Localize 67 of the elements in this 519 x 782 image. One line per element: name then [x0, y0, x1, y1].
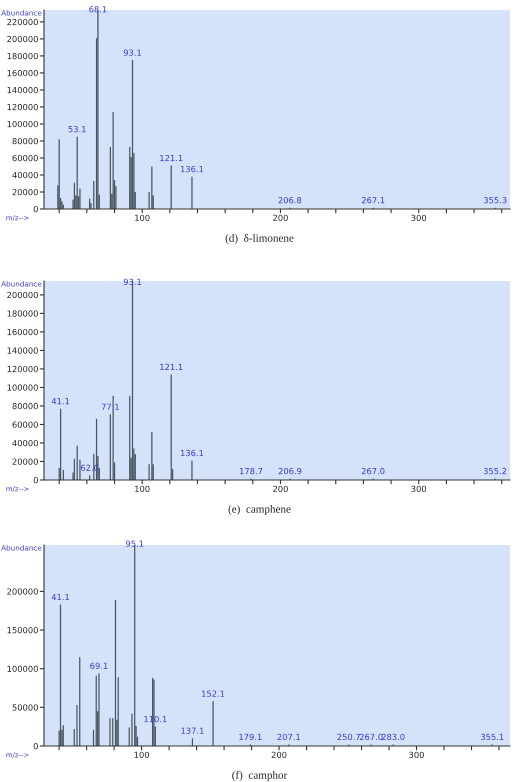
annotation: 93.1 — [124, 49, 142, 56]
y-tick-label: 50000 — [12, 704, 38, 711]
annotation: 41.1 — [52, 594, 70, 600]
annotation: 53.1 — [68, 126, 86, 132]
annotation: 206.9 — [278, 468, 302, 474]
x-tick-label: 100 — [134, 752, 149, 758]
y-tick-label: 120000 — [8, 104, 38, 110]
y-tick-label: 100000 — [8, 384, 38, 391]
annotation: 206.8 — [278, 197, 302, 204]
x-tick-label: 100 — [135, 486, 150, 492]
y-tick-label: 100000 — [8, 666, 38, 672]
x-tick-label: 200 — [273, 486, 288, 492]
text: (e) camphene — [228, 504, 291, 516]
annotation: 355.1 — [480, 734, 504, 740]
annotation: 121.1 — [160, 154, 182, 162]
annotation: 355.3 — [484, 197, 506, 204]
x-tick-label: 200 — [272, 752, 286, 758]
y-tick-label: 0 — [34, 742, 38, 750]
y-tick-label: 150000 — [8, 627, 38, 634]
annotation: 283.0 — [382, 734, 405, 740]
y-tick-label: 0 — [34, 476, 38, 484]
y-tick-label: 20000 — [12, 458, 38, 465]
text: (d) δ-limonene — [226, 234, 294, 244]
annotation: 250.7 — [337, 734, 360, 740]
annotation: 93.1 — [124, 278, 142, 285]
annotation: 69.1 — [90, 662, 108, 669]
annotation: 267.0 — [362, 468, 384, 474]
y-tick-label: 160000 — [8, 328, 38, 336]
y-tick-label: 120000 — [8, 366, 38, 372]
y-tick-label: 180000 — [8, 52, 38, 60]
y-tick-label: 40000 — [12, 440, 38, 446]
y-tick-label: 200000 — [7, 588, 38, 595]
annotation: 178.7 — [240, 468, 262, 474]
annotation: 136.1 — [180, 166, 204, 172]
x-tick-label: 200 — [273, 214, 288, 222]
annotation: 121.1 — [160, 364, 182, 370]
annotation: 136.1 — [180, 450, 204, 456]
y-tick-label: 20000 — [12, 188, 38, 196]
x-tick-label: 300 — [411, 486, 426, 492]
x-tick-label: 300 — [409, 752, 424, 758]
x-tick-label: 100 — [135, 214, 150, 222]
annotation: 267.1 — [362, 197, 384, 204]
y-tick-label: 180000 — [8, 310, 38, 317]
annotation: 355.2 — [484, 468, 506, 474]
y-tick-label: 140000 — [8, 347, 38, 354]
y-tick-label: 100000 — [8, 120, 38, 128]
y-tick-label: 40000 — [12, 172, 38, 178]
annotation: 95.1 — [126, 540, 144, 547]
y-tick-label: 200000 — [7, 292, 38, 298]
y-tick-label: 140000 — [8, 86, 38, 94]
text: (f) camphor — [232, 770, 288, 782]
y-tick-label: 60000 — [12, 421, 38, 428]
annotation: 207.1 — [278, 734, 300, 740]
annotation: 137.1 — [181, 728, 204, 734]
y-tick-label: 160000 — [8, 70, 38, 76]
annotation: 267.0 — [360, 734, 383, 740]
annotation: 179.1 — [239, 734, 262, 740]
y-tick-label: 60000 — [12, 154, 38, 162]
y-tick-label: 220000 — [7, 18, 38, 26]
x-tick-label: 300 — [411, 214, 426, 222]
y-tick-label: 80000 — [12, 138, 38, 144]
y-tick-label: 80000 — [12, 402, 38, 410]
y-tick-label: 200000 — [7, 36, 38, 42]
annotation: 152.1 — [202, 690, 224, 697]
y-tick-label: 0 — [34, 206, 38, 212]
annotation: 68.1 — [89, 6, 106, 12]
annotation: 41.1 — [52, 398, 70, 404]
